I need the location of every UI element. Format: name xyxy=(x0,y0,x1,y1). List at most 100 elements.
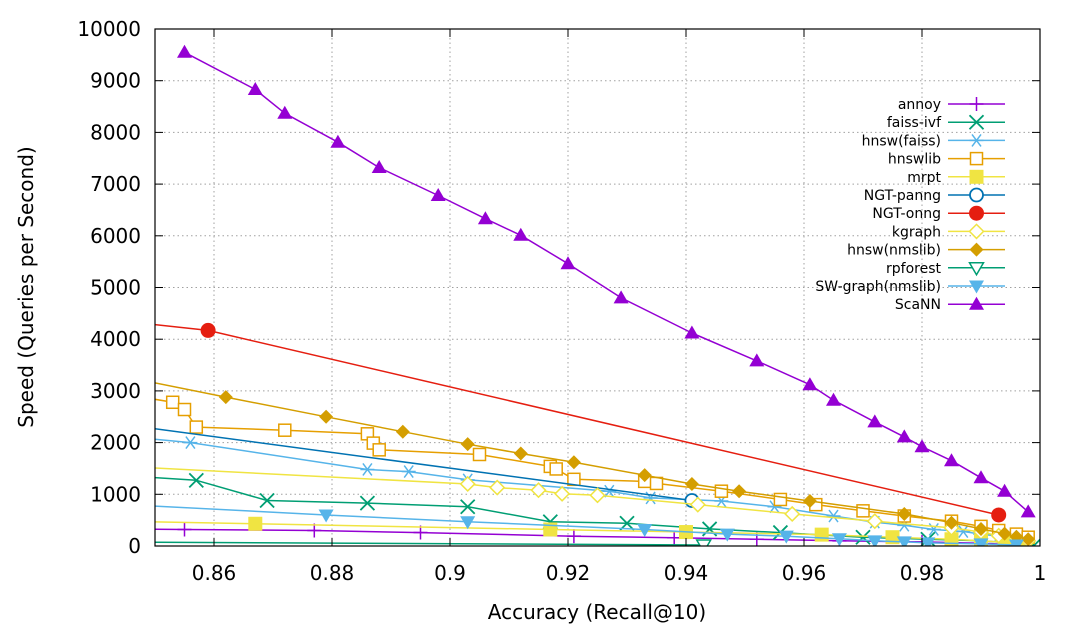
data-point xyxy=(177,44,192,58)
legend-label: annoy xyxy=(898,97,941,113)
legend-item: NGT-panng xyxy=(864,187,1005,204)
series-line xyxy=(155,427,692,502)
data-point xyxy=(1020,504,1036,518)
data-point xyxy=(183,436,198,450)
data-point xyxy=(472,447,487,462)
data-point xyxy=(277,105,293,119)
legend-label: NGT-panng xyxy=(864,188,941,204)
data-point xyxy=(974,521,988,536)
data-point xyxy=(589,487,606,504)
data-point xyxy=(856,504,870,518)
data-point xyxy=(732,484,747,499)
data-point xyxy=(689,496,706,513)
data-point xyxy=(530,482,547,499)
legend-marker xyxy=(969,205,984,221)
legend-label: rpforest xyxy=(886,261,941,277)
data-point xyxy=(319,409,334,424)
x-tick-label: 0.94 xyxy=(664,561,709,585)
series-10 xyxy=(155,505,1024,546)
data-point xyxy=(371,160,387,174)
legend-label: hnswlib xyxy=(888,152,941,168)
legend-marker xyxy=(969,242,984,257)
legend-label: NGT-onng xyxy=(872,206,941,222)
legend-item: annoy xyxy=(898,97,1005,113)
data-point xyxy=(218,390,233,405)
data-point xyxy=(944,453,959,467)
legend-marker xyxy=(968,262,985,277)
y-tick-label: 4000 xyxy=(90,327,141,351)
legend-marker xyxy=(969,133,984,147)
data-point xyxy=(395,424,410,439)
data-point xyxy=(401,465,416,479)
y-tick-label: 6000 xyxy=(90,224,141,248)
legend-item: faiss-ivf xyxy=(887,114,1005,131)
data-point xyxy=(318,509,334,523)
data-point xyxy=(749,353,765,367)
x-tick-label: 1 xyxy=(1034,561,1047,585)
x-tick-label: 0.96 xyxy=(782,561,827,585)
legend-item: NGT-onng xyxy=(872,205,1005,222)
data-point xyxy=(637,523,653,537)
legend-marker xyxy=(969,97,984,111)
series-layer xyxy=(155,44,1040,546)
data-point xyxy=(867,414,883,428)
y-tick-label: 10000 xyxy=(77,17,141,41)
series-8 xyxy=(155,382,1036,546)
y-tick-label: 3000 xyxy=(90,379,141,403)
data-point xyxy=(554,485,571,502)
data-point xyxy=(248,516,263,531)
data-point xyxy=(896,536,912,546)
x-tick-label: 0.86 xyxy=(192,561,237,585)
data-point xyxy=(784,505,801,523)
data-point xyxy=(165,395,180,410)
data-point xyxy=(826,509,841,523)
data-point xyxy=(177,402,192,417)
data-point xyxy=(773,492,788,507)
data-point xyxy=(372,443,386,457)
series-6 xyxy=(155,322,1007,523)
data-point xyxy=(549,462,563,476)
data-point xyxy=(897,506,912,521)
data-point xyxy=(831,533,847,546)
legend-label: kgraph xyxy=(892,224,941,240)
data-point xyxy=(1021,532,1036,546)
legend-item: hnsw(nmslib) xyxy=(847,242,1005,259)
series-11 xyxy=(177,44,1036,518)
y-tick-label: 9000 xyxy=(90,69,141,93)
data-point xyxy=(259,492,275,509)
axis-ticks: 0.86 0.88 0.9 0.92 0.94 0.96 0.98 1 0 1000 2000 300… xyxy=(77,17,1046,585)
data-point xyxy=(247,81,263,95)
data-point xyxy=(460,516,476,530)
data-point xyxy=(649,476,664,491)
data-point xyxy=(602,484,617,498)
data-point xyxy=(560,256,576,270)
data-point xyxy=(684,325,700,339)
data-point xyxy=(200,322,216,338)
data-point xyxy=(802,377,818,391)
data-point xyxy=(359,495,376,511)
legend-marker xyxy=(969,151,984,166)
data-point xyxy=(997,483,1013,497)
legend-label: SW-graph(nmslib) xyxy=(815,279,941,295)
data-point xyxy=(991,507,1007,523)
data-point xyxy=(920,537,936,546)
data-point xyxy=(896,429,912,443)
y-tick-label: 5000 xyxy=(90,276,141,300)
legend-label: hnsw(faiss) xyxy=(862,133,941,149)
data-point xyxy=(413,525,428,540)
x-tick-label: 0.88 xyxy=(310,561,355,585)
data-point xyxy=(177,522,192,537)
legend-item: mrpt xyxy=(907,169,1005,186)
data-point xyxy=(714,484,729,498)
data-point xyxy=(460,437,475,452)
data-point xyxy=(188,472,204,488)
y-tick-label: 2000 xyxy=(90,431,141,455)
data-point xyxy=(956,525,971,538)
legend-item: SW-graph(nmslib) xyxy=(815,279,1005,295)
data-point xyxy=(513,227,529,241)
legend-marker xyxy=(969,169,984,184)
data-point xyxy=(613,290,629,304)
x-axis-label: Accuracy (Recall@10) xyxy=(488,600,706,624)
series-line xyxy=(155,521,1023,545)
